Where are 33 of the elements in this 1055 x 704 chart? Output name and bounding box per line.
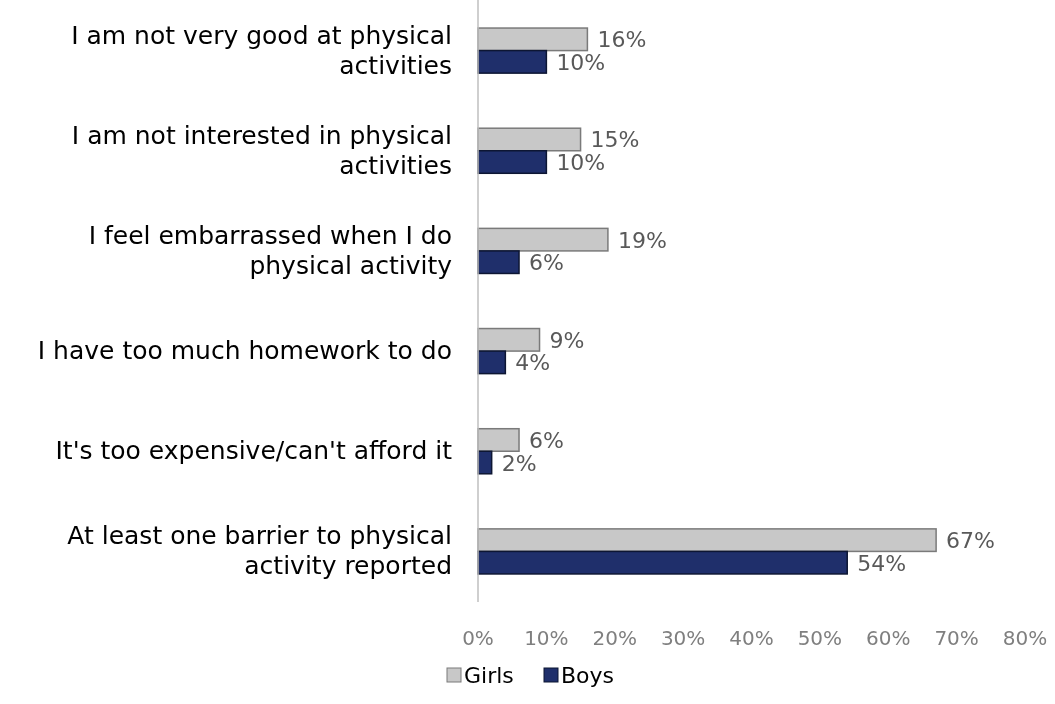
data-label: 19% (617, 227, 667, 253)
legend-label: Boys (561, 663, 615, 688)
x-tick-label: 30% (660, 626, 706, 650)
x-tick-label: 10% (524, 626, 569, 650)
data-label: 67% (946, 528, 996, 554)
x-tick-label: 40% (729, 626, 774, 650)
x-tick-label: 70% (934, 626, 979, 650)
x-tick-label: 50% (797, 626, 843, 650)
data-label: 4% (515, 350, 551, 376)
bar (477, 150, 548, 175)
bar (477, 350, 507, 375)
data-label: 6% (529, 250, 564, 276)
y-tick-label: I feel embarrassed when I do physical activity (88, 220, 453, 280)
x-tick-label: 20% (592, 626, 637, 650)
data-label: 54% (857, 550, 907, 576)
data-label: 15% (590, 127, 640, 153)
y-tick-label: At least one barrier to physical activity reported (67, 521, 452, 581)
data-label: 9% (549, 327, 585, 353)
bar (477, 250, 520, 275)
x-tick-label: 0% (462, 626, 494, 650)
x-tick-label: 80% (1002, 626, 1048, 650)
data-label: 6% (529, 427, 564, 453)
data-label: 10% (556, 150, 606, 176)
data-label: 2% (501, 450, 537, 476)
legend-label: Girls (464, 663, 514, 688)
bar (477, 550, 848, 575)
x-tick-label: 60% (866, 626, 911, 650)
bar (477, 49, 548, 74)
y-tick-label: I am not interested in physical activities (71, 120, 452, 180)
y-tick-label: It's too expensive/can't afford it (55, 436, 453, 466)
bar (477, 450, 493, 475)
y-tick-label: I am not very good at physical activities (71, 20, 452, 80)
y-tick-label: I have too much homework to do (37, 336, 452, 366)
